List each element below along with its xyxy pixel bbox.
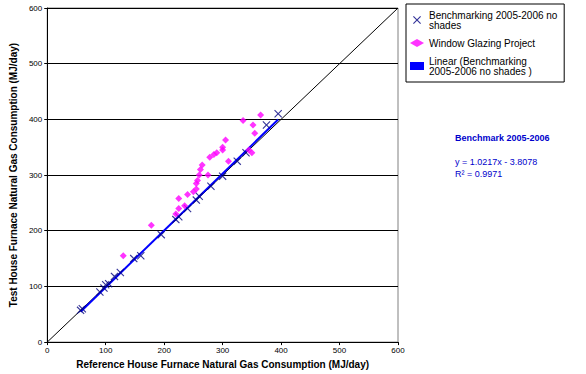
svg-text:500: 500 (333, 346, 347, 355)
svg-text:0: 0 (38, 338, 43, 347)
svg-text:100: 100 (99, 346, 113, 355)
svg-text:Linear (Benchmarking: Linear (Benchmarking (429, 55, 530, 67)
svg-text:2005-2006 no shades ): 2005-2006 no shades ) (429, 66, 532, 77)
svg-text:Reference House Furnace Natura: Reference House Furnace Natural Gas Cons… (76, 359, 369, 370)
svg-text:Benchmark 2005-2006: Benchmark 2005-2006 (455, 133, 550, 143)
svg-text:200: 200 (29, 226, 43, 235)
svg-text:300: 300 (29, 171, 43, 180)
svg-text:R² = 0.9971: R² = 0.9971 (455, 169, 502, 179)
svg-text:500: 500 (29, 59, 43, 68)
svg-text:y = 1.0217x - 3.8078: y = 1.0217x - 3.8078 (455, 157, 537, 167)
svg-text:400: 400 (29, 115, 43, 124)
svg-text:200: 200 (157, 346, 171, 355)
svg-text:Test House Furnace Natural Gas: Test House Furnace Natural Gas Consumpti… (8, 43, 19, 307)
svg-text:shades: shades (429, 20, 461, 31)
svg-text:600: 600 (391, 346, 405, 355)
svg-text:100: 100 (29, 282, 43, 291)
svg-text:0: 0 (45, 346, 50, 355)
svg-text:400: 400 (274, 346, 288, 355)
svg-text:Window Glazing Project: Window Glazing Project (429, 38, 535, 49)
svg-text:Benchmarking 2005-2006 no: Benchmarking 2005-2006 no (429, 9, 561, 21)
svg-text:600: 600 (29, 4, 43, 13)
svg-text:300: 300 (216, 346, 230, 355)
